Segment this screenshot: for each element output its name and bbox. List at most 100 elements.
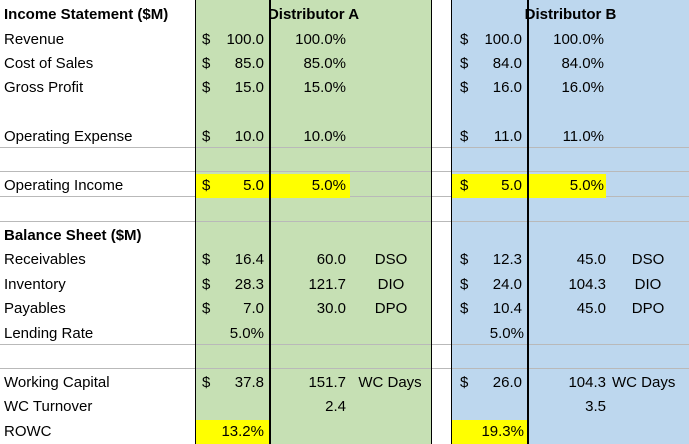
a-cost-of-sales-pct: 85.0% [303, 55, 346, 72]
gridline [0, 221, 689, 222]
b-gross-profit-pct: 16.0% [561, 79, 604, 96]
distributor-a-header: Distributor A [267, 6, 360, 23]
distributor-a-column-bg [195, 0, 431, 444]
a-working-capital-amount: 37.8 [234, 374, 264, 391]
label-receivables: Receivables [4, 251, 86, 268]
currency-symbol: $ [202, 128, 211, 145]
a-lending-rate: 5.0% [229, 325, 264, 342]
a-inventory-days: 121.7 [308, 276, 346, 293]
a-revenue-amount: 100.0 [226, 31, 264, 48]
label-revenue: Revenue [4, 31, 65, 48]
currency-symbol: $ [460, 300, 469, 317]
column-border [451, 0, 452, 444]
a-inventory-unit: DIO [377, 276, 405, 293]
label-inventory: Inventory [4, 276, 66, 293]
highlight-a-rowc [196, 420, 269, 444]
b-receivables-unit: DSO [631, 251, 665, 268]
b-cost-of-sales-pct: 84.0% [561, 55, 604, 72]
currency-symbol: $ [202, 300, 211, 317]
a-cost-of-sales-amount: 85.0 [234, 55, 264, 72]
currency-symbol: $ [202, 374, 211, 391]
label-cost-of-sales: Cost of Sales [4, 55, 94, 72]
a-receivables-unit: DSO [374, 251, 408, 268]
b-operating-expense-pct: 11.0% [562, 128, 604, 145]
b-operating-income-pct: 5.0% [569, 177, 604, 194]
b-wc-turnover: 3.5 [585, 398, 606, 415]
highlight-a-oi-pct [271, 174, 350, 198]
b-rowc: 19.3% [481, 423, 524, 440]
label-wc-turnover: WC Turnover [4, 398, 93, 415]
a-gross-profit-pct: 15.0% [303, 79, 346, 96]
currency-symbol: $ [460, 251, 469, 268]
b-working-capital-unit: WC Days [612, 374, 676, 391]
a-receivables-days: 60.0 [316, 251, 346, 268]
b-inventory-unit: DIO [634, 276, 662, 293]
b-working-capital-amount: 26.0 [492, 374, 522, 391]
label-rowc: ROWC [4, 423, 52, 440]
b-payables-amount: 10.4 [492, 300, 522, 317]
highlight-b-oi-pct [529, 174, 606, 198]
a-working-capital-days: 151.7 [308, 374, 346, 391]
label-gross-profit: Gross Profit [4, 79, 84, 96]
b-gross-profit-amount: 16.0 [492, 79, 522, 96]
b-payables-unit: DPO [631, 300, 665, 317]
a-operating-income-pct: 5.0% [311, 177, 346, 194]
label-payables: Payables [4, 300, 66, 317]
a-payables-days: 30.0 [316, 300, 346, 317]
column-border [527, 0, 529, 444]
balance-sheet-title: Balance Sheet ($M) [4, 227, 142, 244]
a-operating-expense-pct: 10.0% [303, 128, 346, 145]
currency-symbol: $ [460, 374, 469, 391]
a-payables-amount: 7.0 [243, 300, 264, 317]
label-working-capital: Working Capital [4, 374, 110, 391]
a-inventory-amount: 28.3 [234, 276, 264, 293]
b-revenue-amount: 100.0 [484, 31, 522, 48]
a-revenue-pct: 100.0% [295, 31, 346, 48]
highlight-b-rowc [452, 420, 527, 444]
b-working-capital-days: 104.3 [568, 374, 606, 391]
distributor-b-header: Distributor B [524, 6, 617, 23]
currency-symbol: $ [202, 31, 211, 48]
currency-symbol: $ [460, 31, 469, 48]
gridline [0, 344, 689, 345]
currency-symbol: $ [460, 177, 469, 194]
a-gross-profit-amount: 15.0 [234, 79, 264, 96]
column-border [195, 0, 196, 444]
gridline [0, 368, 689, 369]
currency-symbol: $ [460, 55, 469, 72]
currency-symbol: $ [202, 251, 211, 268]
currency-symbol: $ [202, 79, 211, 96]
a-operating-expense-amount: 10.0 [234, 128, 264, 145]
b-inventory-amount: 24.0 [492, 276, 522, 293]
label-operating-expense: Operating Expense [4, 128, 133, 145]
b-inventory-days: 104.3 [568, 276, 606, 293]
currency-symbol: $ [460, 128, 469, 145]
currency-symbol: $ [202, 55, 211, 72]
currency-symbol: $ [460, 276, 469, 293]
a-operating-income-amount: 5.0 [243, 177, 264, 194]
column-border [431, 0, 432, 444]
b-lending-rate: 5.0% [489, 325, 524, 342]
gridline [0, 147, 689, 148]
a-receivables-amount: 16.4 [234, 251, 264, 268]
a-payables-unit: DPO [374, 300, 408, 317]
currency-symbol: $ [202, 177, 211, 194]
b-revenue-pct: 100.0% [553, 31, 604, 48]
b-operating-income-amount: 5.0 [501, 177, 522, 194]
a-wc-turnover: 2.4 [325, 398, 346, 415]
a-rowc: 13.2% [221, 423, 264, 440]
currency-symbol: $ [460, 79, 469, 96]
column-border [269, 0, 271, 444]
income-statement-title: Income Statement ($M) [4, 6, 169, 23]
b-operating-expense-amount: 11.0 [493, 128, 522, 145]
b-receivables-amount: 12.3 [492, 251, 522, 268]
label-operating-income: Operating Income [4, 177, 124, 194]
b-cost-of-sales-amount: 84.0 [492, 55, 522, 72]
highlight-b-oi-amount [452, 174, 527, 198]
label-lending-rate: Lending Rate [4, 325, 94, 342]
highlight-a-oi-amount [196, 174, 269, 198]
b-payables-days: 45.0 [576, 300, 606, 317]
distributor-b-column-bg [451, 0, 689, 444]
b-receivables-days: 45.0 [576, 251, 606, 268]
